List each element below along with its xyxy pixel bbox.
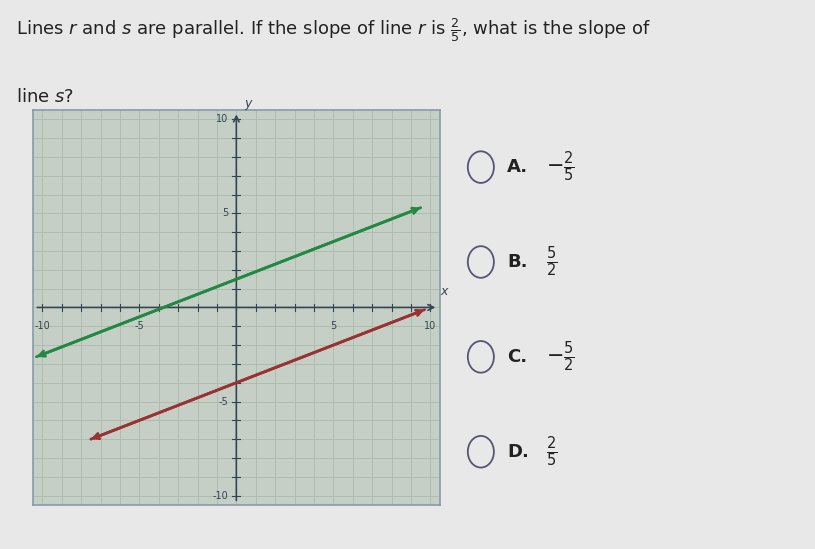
Text: $x$: $x$ <box>440 285 450 298</box>
Text: line $s$?: line $s$? <box>16 88 74 106</box>
Text: 10: 10 <box>216 114 228 124</box>
Text: Lines $r$ and $s$ are parallel. If the slope of line $r$ is $\frac{2}{5}$, what : Lines $r$ and $s$ are parallel. If the s… <box>16 16 651 44</box>
Text: $-\frac{2}{5}$: $-\frac{2}{5}$ <box>546 150 575 184</box>
Text: $y$: $y$ <box>244 98 254 111</box>
Text: $-\frac{5}{2}$: $-\frac{5}{2}$ <box>546 340 575 374</box>
Text: -5: -5 <box>134 321 144 330</box>
Text: -5: -5 <box>219 396 228 407</box>
Text: D.: D. <box>507 442 529 461</box>
Text: -10: -10 <box>213 491 228 501</box>
Text: $\frac{5}{2}$: $\frac{5}{2}$ <box>546 245 557 279</box>
Text: 5: 5 <box>222 208 228 219</box>
Text: $\frac{2}{5}$: $\frac{2}{5}$ <box>546 434 557 469</box>
Text: C.: C. <box>507 348 527 366</box>
Text: A.: A. <box>507 158 528 176</box>
Text: 5: 5 <box>330 321 337 330</box>
Text: B.: B. <box>507 253 527 271</box>
Text: 10: 10 <box>425 321 437 330</box>
Text: -10: -10 <box>34 321 51 330</box>
